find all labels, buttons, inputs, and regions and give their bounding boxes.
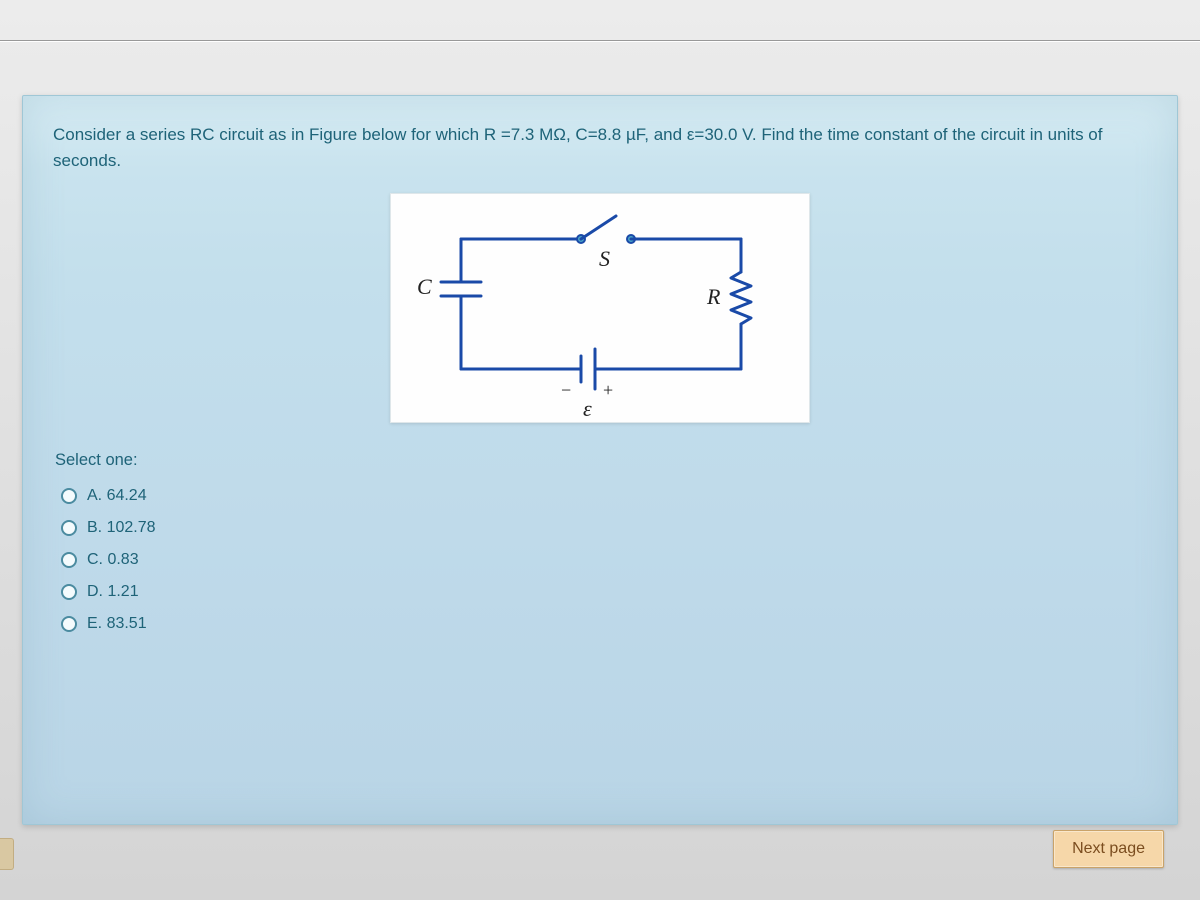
question-card: Consider a series RC circuit as in Figur… (22, 95, 1178, 825)
radio-icon (61, 488, 77, 504)
answer-options: A. 64.24 B. 102.78 C. 0.83 D. 1.21 E. 83… (61, 480, 1147, 640)
question-text: Consider a series RC circuit as in Figur… (53, 122, 1147, 175)
label-resistor: R (707, 284, 720, 310)
viewport: Consider a series RC circuit as in Figur… (0, 0, 1200, 900)
radio-icon (61, 584, 77, 600)
next-page-button[interactable]: Next page (1053, 830, 1164, 868)
label-minus: − (561, 380, 571, 401)
option-label: D. 1.21 (87, 583, 139, 601)
prev-page-stub[interactable] (0, 838, 14, 870)
select-one-prompt: Select one: (55, 451, 1147, 470)
circuit-svg (391, 194, 811, 424)
label-emf: ε (583, 396, 592, 422)
label-capacitor: C (417, 274, 432, 300)
top-divider (0, 40, 1200, 41)
radio-icon (61, 520, 77, 536)
label-switch: S (599, 246, 610, 272)
option-label: E. 83.51 (87, 615, 147, 633)
option-label: A. 64.24 (87, 487, 147, 505)
radio-icon (61, 552, 77, 568)
option-e[interactable]: E. 83.51 (61, 608, 1147, 640)
label-plus: + (603, 380, 613, 401)
option-c[interactable]: C. 0.83 (61, 544, 1147, 576)
figure-container: S C R − + ε (53, 193, 1147, 423)
option-d[interactable]: D. 1.21 (61, 576, 1147, 608)
radio-icon (61, 616, 77, 632)
circuit-figure: S C R − + ε (390, 193, 810, 423)
option-label: B. 102.78 (87, 519, 156, 537)
option-label: C. 0.83 (87, 551, 139, 569)
option-a[interactable]: A. 64.24 (61, 480, 1147, 512)
option-b[interactable]: B. 102.78 (61, 512, 1147, 544)
